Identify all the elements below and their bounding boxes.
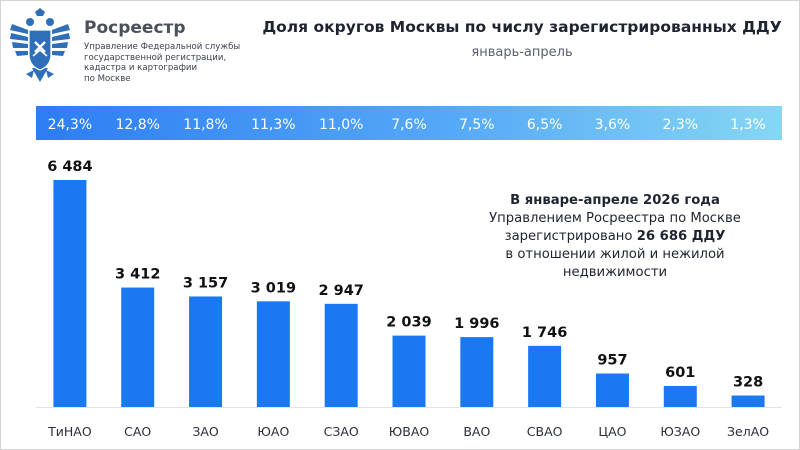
- summary-note-text: зарегистрировано: [504, 229, 637, 244]
- share-label: 3,6%: [595, 117, 631, 133]
- bar: [324, 303, 358, 407]
- bar-value-label: 6 484: [47, 159, 92, 175]
- bar: [121, 287, 155, 407]
- x-tick-label: ВАО: [463, 424, 490, 439]
- bar-value-label: 957: [597, 352, 627, 368]
- x-tick-label: ЮЗАО: [660, 424, 700, 439]
- bar-value-label: 328: [733, 375, 763, 391]
- summary-note-line: недвижимости: [562, 265, 668, 280]
- bar-value-label: 3 157: [183, 275, 228, 291]
- organization-line: государственной регистрации,: [84, 52, 227, 63]
- bar: [53, 180, 87, 407]
- x-tick-label: СВАО: [527, 424, 563, 439]
- chart-period: январь-апрель: [471, 45, 573, 60]
- bar: [595, 373, 629, 407]
- brand-name: Росреестр: [84, 18, 186, 38]
- x-tick-label: ЦАО: [598, 424, 626, 439]
- x-tick-label: САО: [124, 424, 151, 439]
- bar: [256, 301, 290, 407]
- share-band: [36, 106, 782, 140]
- share-label: 7,5%: [459, 117, 495, 133]
- bar-value-label: 1 996: [454, 316, 499, 332]
- bar-value-label: 3 412: [115, 267, 160, 283]
- summary-note-line: В январе-апреле 2026 года: [510, 193, 720, 208]
- bar: [731, 395, 765, 407]
- organization-line: по Москве: [84, 73, 131, 84]
- organization-line: Управление Федеральной службы: [84, 42, 241, 52]
- summary-note: В январе-апреле 2026 года Управлением Ро…: [470, 192, 760, 282]
- bar-value-label: 3 019: [251, 280, 296, 296]
- share-label: 6,5%: [527, 117, 563, 133]
- bar: [189, 296, 223, 407]
- share-label: 12,8%: [115, 117, 159, 133]
- share-label: 11,3%: [251, 117, 295, 133]
- bar: [460, 337, 494, 407]
- chart-title: Доля округов Москвы по числу зарегистрир…: [262, 18, 782, 36]
- rosreestr-emblem-icon: [10, 8, 70, 82]
- organization-name: Управление Федеральной службы государств…: [84, 42, 254, 84]
- share-label: 11,0%: [319, 117, 363, 133]
- share-label: 1,3%: [730, 117, 766, 133]
- summary-note-line: зарегистрировано 26 686 ДДУ: [470, 228, 760, 246]
- x-tick-label: ТиНАО: [47, 424, 92, 439]
- bar-value-label: 2 947: [318, 283, 363, 299]
- bar-value-label: 1 746: [522, 325, 567, 341]
- bar-value-label: 2 039: [386, 315, 431, 331]
- share-label: 24,3%: [48, 117, 92, 133]
- summary-note-line: в отношении жилой и нежилой: [505, 247, 725, 262]
- share-label: 7,6%: [391, 117, 427, 133]
- x-tick-label: ЮВАО: [389, 424, 430, 439]
- x-tick-label: ЮАО: [257, 424, 289, 439]
- bar-value-label: 601: [665, 365, 695, 381]
- x-tick-label: СЗАО: [324, 424, 359, 439]
- x-tick-label: ЗелАО: [727, 424, 769, 439]
- x-tick-label: ЗАО: [192, 424, 219, 439]
- bar: [528, 345, 562, 407]
- share-label: 11,8%: [183, 117, 227, 133]
- organization-line: кадастра и картографии: [84, 63, 198, 73]
- share-label: 2,3%: [662, 117, 698, 133]
- bar: [392, 335, 426, 407]
- summary-note-line: Управлением Росреестра по Москве: [489, 211, 741, 226]
- summary-note-total: 26 686 ДДУ: [636, 229, 726, 244]
- bar: [663, 385, 697, 407]
